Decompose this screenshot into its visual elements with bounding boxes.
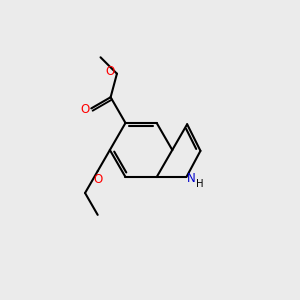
Text: O: O: [106, 65, 115, 78]
Text: H: H: [196, 179, 203, 189]
Text: O: O: [80, 103, 89, 116]
Text: N: N: [187, 172, 195, 185]
Text: O: O: [93, 172, 102, 186]
